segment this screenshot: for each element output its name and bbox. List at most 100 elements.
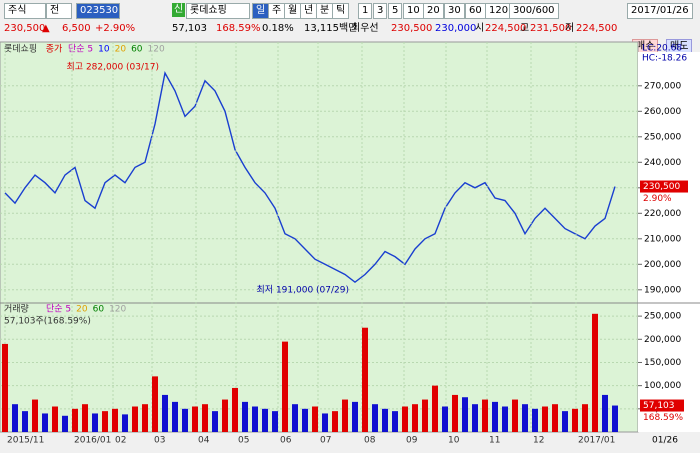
last-change: 2.90% (643, 194, 672, 204)
item[interactable]: 일 (252, 3, 270, 19)
item[interactable]: 3 (373, 3, 388, 19)
panel-title: 롯데쇼핑 (4, 44, 37, 55)
last-pct: 168.59% (643, 413, 683, 423)
y-tick-label: 250,000 (644, 132, 681, 142)
item[interactable]: 30 (444, 3, 465, 19)
x-tick-label: 09 (406, 436, 418, 446)
item[interactable]: 년 (300, 3, 318, 19)
volume-bar (52, 406, 58, 432)
x-tick-label: 03 (154, 436, 165, 446)
x-tick-label: 02 (115, 436, 126, 446)
date[interactable]: 2017/01/26 (627, 3, 693, 19)
volume-bar (462, 397, 468, 432)
volume-bar (142, 404, 148, 432)
amount: 13,115백만 (304, 23, 358, 34)
item[interactable]: 20 (423, 3, 444, 19)
x-tick-label: 2016/01 (74, 436, 111, 446)
volume-bar (602, 394, 608, 432)
scope[interactable]: 전 (46, 3, 72, 19)
ma-label: 10 (98, 45, 110, 55)
volume-bar (492, 401, 498, 432)
volume-bar (122, 414, 128, 432)
volume-bar (562, 411, 568, 432)
best-label: 최우선 (351, 23, 379, 34)
volume-bar (302, 408, 308, 432)
best-ask: 230,500 (391, 23, 433, 34)
y-tick-label: 240,000 (644, 158, 681, 168)
item[interactable]: 틱 (332, 3, 350, 19)
open-label: 시 (475, 23, 485, 34)
name[interactable]: 롯데쇼핑 (186, 3, 250, 19)
volume-bar (182, 408, 188, 432)
change-pct: +2.90% (95, 23, 136, 34)
volume-bar (152, 376, 158, 432)
item[interactable]: 주 (268, 3, 286, 19)
volume-bar (452, 394, 458, 432)
code[interactable]: 023530 (76, 3, 120, 19)
x-tick-label: 10 (448, 436, 460, 446)
volume-bar (382, 408, 388, 432)
item[interactable]: 10 (403, 3, 424, 19)
price-line (4, 71, 616, 284)
count[interactable]: 300/600 (509, 3, 559, 19)
market[interactable]: 주식 (4, 3, 46, 19)
volume-bar (442, 406, 448, 432)
volume-bar (232, 387, 238, 432)
volume-bar (262, 408, 268, 432)
hc: HC:-18.26 (642, 54, 687, 64)
x-tick-label: 04 (198, 436, 210, 446)
high-label: 고 (520, 23, 530, 34)
turnover: 0.18% (262, 23, 294, 34)
open: 224,500 (485, 23, 527, 34)
volume-bar (522, 404, 528, 432)
item[interactable]: 5 (388, 3, 403, 19)
volume-bar (402, 406, 408, 432)
ma-label: 20 (76, 305, 88, 315)
item[interactable]: 60 (465, 3, 486, 19)
volume-pct: 168.59% (216, 23, 261, 34)
x-tick-label: 07 (320, 436, 331, 446)
y-tick-label: 150,000 (644, 358, 681, 368)
y-tick-label: 220,000 (644, 209, 681, 219)
volume-bar (342, 399, 348, 432)
volume-bar (362, 327, 368, 432)
name-tag: 신 (172, 3, 186, 17)
ma-label: 120 (148, 45, 165, 55)
y-tick-label: 200,000 (644, 260, 681, 270)
volume-bar (202, 404, 208, 432)
item[interactable]: 분 (316, 3, 334, 19)
volume-bar (482, 399, 488, 432)
item[interactable]: 1 (358, 3, 373, 19)
volume-bar (162, 394, 168, 432)
volume-bar (312, 406, 318, 432)
volume-bar (242, 401, 248, 432)
x-tick-label: 11 (489, 436, 500, 446)
volume-bar (282, 341, 288, 432)
volume-bar (432, 385, 438, 432)
last-tag (640, 180, 688, 193)
volume-bar (502, 406, 508, 432)
volume-bar (172, 401, 178, 432)
y-tick-label: 200,000 (644, 335, 681, 345)
volume-bar (92, 413, 98, 432)
volume-bar (222, 399, 228, 432)
volume-bar (372, 404, 378, 432)
direction: ▲ (42, 23, 50, 34)
last-date: 01/26 (652, 436, 678, 446)
volume-info: 57,103주(168.59%) (4, 316, 91, 327)
volume-bar (82, 404, 88, 432)
volume-bar (72, 408, 78, 432)
volume-bar (2, 343, 8, 432)
price: 230,500 (4, 23, 46, 34)
best-bid: 230,000 (435, 23, 477, 34)
volume-bar (212, 411, 218, 432)
volume-bar (42, 413, 48, 432)
x-tick-label: 2015/11 (7, 436, 44, 446)
legend-name: 종가 (46, 44, 63, 55)
lc: LC:20.68 (642, 44, 682, 54)
volume-bar (322, 413, 328, 432)
volume-bar (32, 399, 38, 432)
x-tick-label: 2017/01 (578, 436, 615, 446)
item[interactable]: 월 (284, 3, 302, 19)
